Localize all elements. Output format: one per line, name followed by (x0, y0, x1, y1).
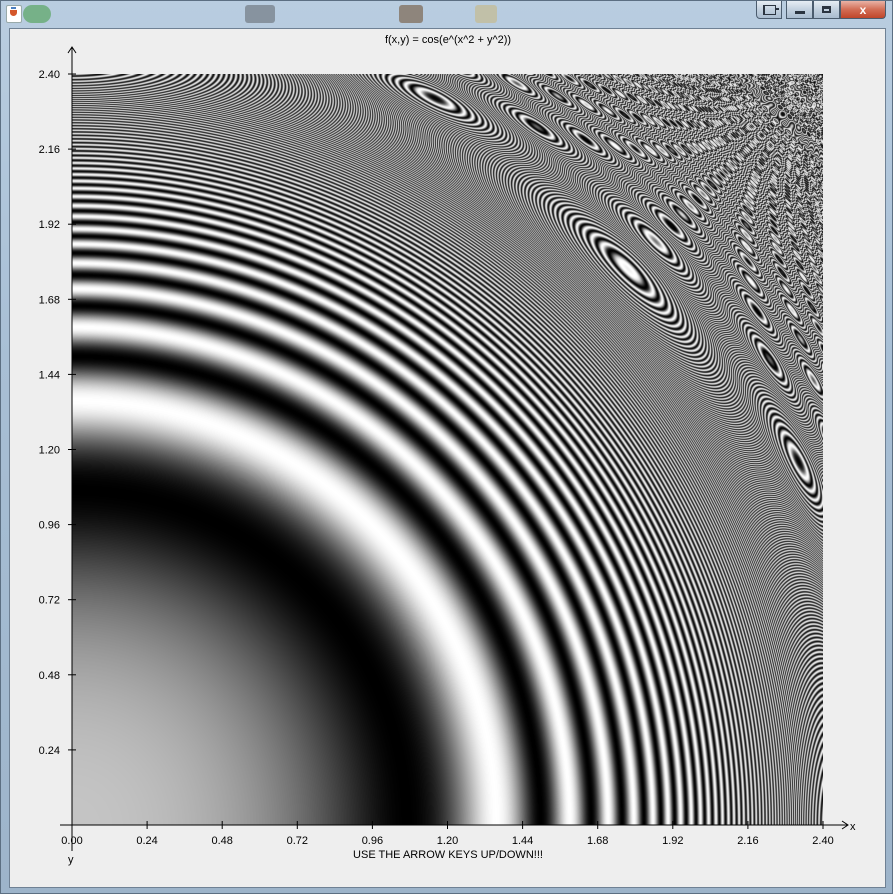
y-tick-label: 2.16 (39, 144, 60, 156)
heatmap-image (72, 74, 823, 825)
java-app-icon[interactable] (6, 5, 22, 23)
maximize-icon (822, 6, 831, 13)
titlebar-glass-decoration (23, 5, 51, 23)
x-tick-label: 0.72 (287, 835, 308, 847)
x-tick-label: 1.68 (587, 835, 608, 847)
titlebar-glass-decoration (399, 5, 423, 23)
y-tick-label: 1.92 (39, 219, 60, 231)
y-tick-label: 1.20 (39, 445, 60, 457)
x-tick-label: 1.20 (437, 835, 458, 847)
plot-canvas[interactable]: 0.00 0.24 0.48 0.72 0.96 1.20 1.44 1.68 1.92 2.16… (10, 29, 885, 887)
minimize-button[interactable] (786, 1, 813, 19)
y-tick-label: 2.40 (39, 69, 60, 81)
axes: 0.00 0.24 0.48 0.72 0.96 1.20 1.44 1.68 1.92 2.16… (39, 46, 849, 851)
x-tick-label: 1.92 (662, 835, 683, 847)
y-tick-label: 0.96 (39, 520, 60, 532)
x-tick-label: 2.16 (737, 835, 758, 847)
pin-window-icon (762, 4, 779, 15)
y-tick-label: 0.48 (39, 670, 60, 682)
x-tick-label: 0.48 (211, 835, 232, 847)
x-axis-label: x (850, 821, 856, 833)
plot-title: f(x,y) = cos(e^(x^2 + y^2)) (385, 34, 511, 46)
close-button[interactable]: x (840, 1, 886, 19)
y-axis-label: y (68, 854, 74, 866)
y-tick-label: 1.44 (39, 369, 60, 381)
x-tick-label: 1.44 (512, 835, 533, 847)
titlebar-glass-decoration (475, 5, 497, 23)
y-tick-label: 0.24 (39, 745, 60, 757)
title-bar[interactable]: x (1, 1, 892, 27)
titlebar-glass-decoration (245, 5, 275, 23)
arrow-keys-hint: USE THE ARROW KEYS UP/DOWN!!! (353, 849, 543, 861)
heatmap-holder (72, 74, 823, 825)
close-icon: x (859, 2, 867, 17)
x-tick-label: 0.96 (362, 835, 383, 847)
minimize-icon (794, 11, 805, 14)
y-tick-label: 0.72 (39, 595, 60, 607)
x-tick-label: 0.00 (61, 835, 82, 847)
maximize-button[interactable] (813, 1, 840, 19)
plot-panel[interactable]: 0.00 0.24 0.48 0.72 0.96 1.20 1.44 1.68 1.92 2.16… (9, 28, 886, 888)
pin-window-button[interactable] (756, 1, 782, 19)
y-tick-label: 1.68 (39, 294, 60, 306)
x-axis-arrow-icon (841, 820, 849, 830)
y-axis-arrow-icon (67, 46, 77, 54)
x-tick-label: 2.40 (812, 835, 833, 847)
x-tick-label: 0.24 (136, 835, 157, 847)
